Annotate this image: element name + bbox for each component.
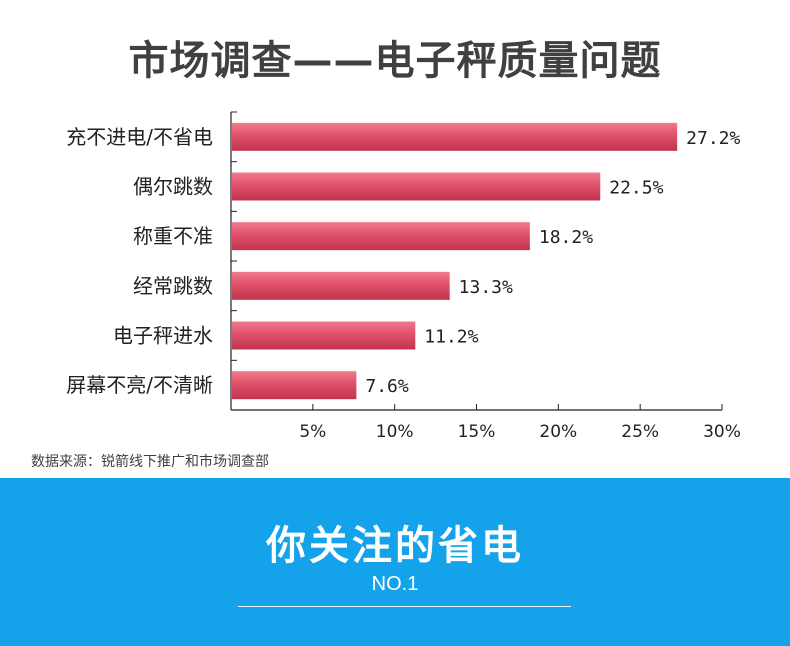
x-tick-label: 20% (539, 422, 577, 442)
data-label: 22.5% (609, 178, 663, 199)
bar (232, 222, 530, 251)
highlight-banner: 你关注的省电 NO.1 (0, 478, 790, 646)
x-tick-label: 30% (703, 422, 741, 442)
banner-divider (238, 606, 571, 607)
x-tick-label: 10% (376, 422, 414, 442)
data-label: 11.2% (424, 327, 478, 348)
banner-subtitle: NO.1 (371, 573, 419, 595)
category-label: 屏幕不亮/不清晰 (66, 373, 213, 397)
bar (232, 172, 601, 201)
category-label: 经常跳数 (133, 274, 213, 298)
data-source-note: 数据来源：锐箭线下推广和市场调查部 (31, 454, 269, 470)
data-label: 13.3% (459, 277, 513, 298)
bar (232, 321, 416, 350)
bar (232, 371, 357, 400)
category-label: 称重不准 (133, 224, 213, 248)
page-title: 市场调查——电子秤质量问题 (128, 38, 662, 84)
bar (232, 122, 678, 151)
category-label: 充不进电/不省电 (66, 125, 213, 149)
category-label: 电子秤进水 (113, 324, 213, 348)
x-tick-label: 15% (458, 422, 496, 442)
x-tick-label: 25% (621, 422, 659, 442)
x-tick-label: 5% (299, 422, 326, 442)
bar-chart: 5% 10% 15% 20% 25% 30% 充不进电/不省电 27.2% 偶尔跳数 22.5% 称… (66, 111, 741, 442)
category-label: 偶尔跳数 (133, 175, 213, 199)
data-label: 27.2% (686, 128, 740, 149)
data-label: 18.2% (539, 227, 593, 248)
banner-title: 你关注的省电 (266, 523, 524, 569)
data-label: 7.6% (365, 376, 409, 397)
bar (232, 271, 450, 300)
